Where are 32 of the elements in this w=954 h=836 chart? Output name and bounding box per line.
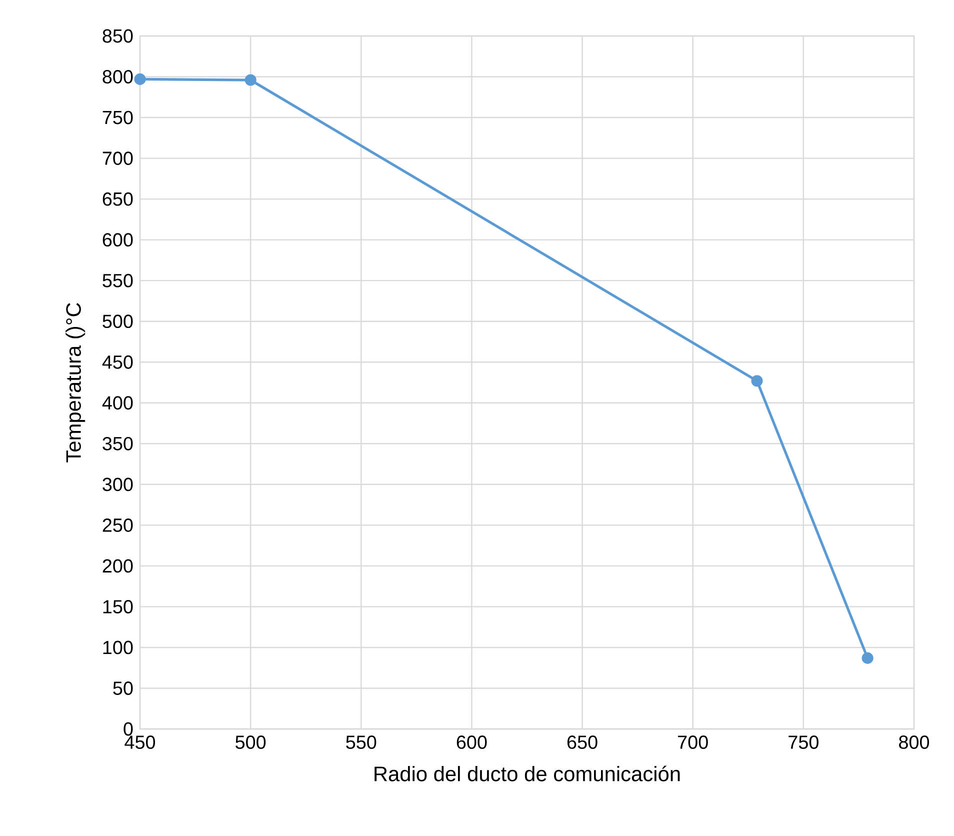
x-tick-label: 600	[456, 736, 487, 749]
y-tick-label: 0	[124, 722, 133, 736]
y-tick-label: 50	[113, 682, 133, 695]
y-tick-label: 200	[102, 559, 133, 573]
y-tick-label: 650	[102, 192, 133, 206]
y-tick-label: 500	[102, 314, 133, 328]
y-tick-label: 450	[102, 355, 133, 369]
x-tick-label: 450	[124, 736, 156, 749]
y-tick-label: 250	[102, 518, 133, 532]
x-tick-label: 700	[678, 736, 708, 749]
y-tick-label: 750	[102, 110, 133, 124]
y-tick-label: 150	[103, 600, 133, 614]
point	[244, 74, 256, 86]
y-tick-label: 100	[103, 640, 133, 654]
y-tick-label: 400	[102, 396, 133, 410]
point	[751, 375, 763, 387]
x-tick-label: 800	[899, 736, 930, 749]
x-tick-label: 750	[788, 736, 818, 749]
y-tick-label: 850	[102, 29, 133, 43]
y-tick-label: 800	[102, 70, 133, 84]
y-tick-label: 700	[102, 152, 133, 165]
point	[862, 652, 874, 664]
y-axis-title: Temperatura ()°C	[66, 302, 86, 462]
x-tick-label: 500	[236, 736, 266, 749]
point	[134, 73, 146, 85]
y-tick-label: 550	[102, 274, 133, 288]
x-tick-label: 650	[567, 736, 598, 749]
y-tick-label: 350	[102, 436, 133, 450]
x-tick-label: 550	[346, 736, 376, 749]
x-axis-title: Radio del ducto de comunicación	[374, 766, 680, 782]
y-tick-label: 600	[102, 233, 133, 247]
y-tick-label: 300	[102, 478, 133, 492]
